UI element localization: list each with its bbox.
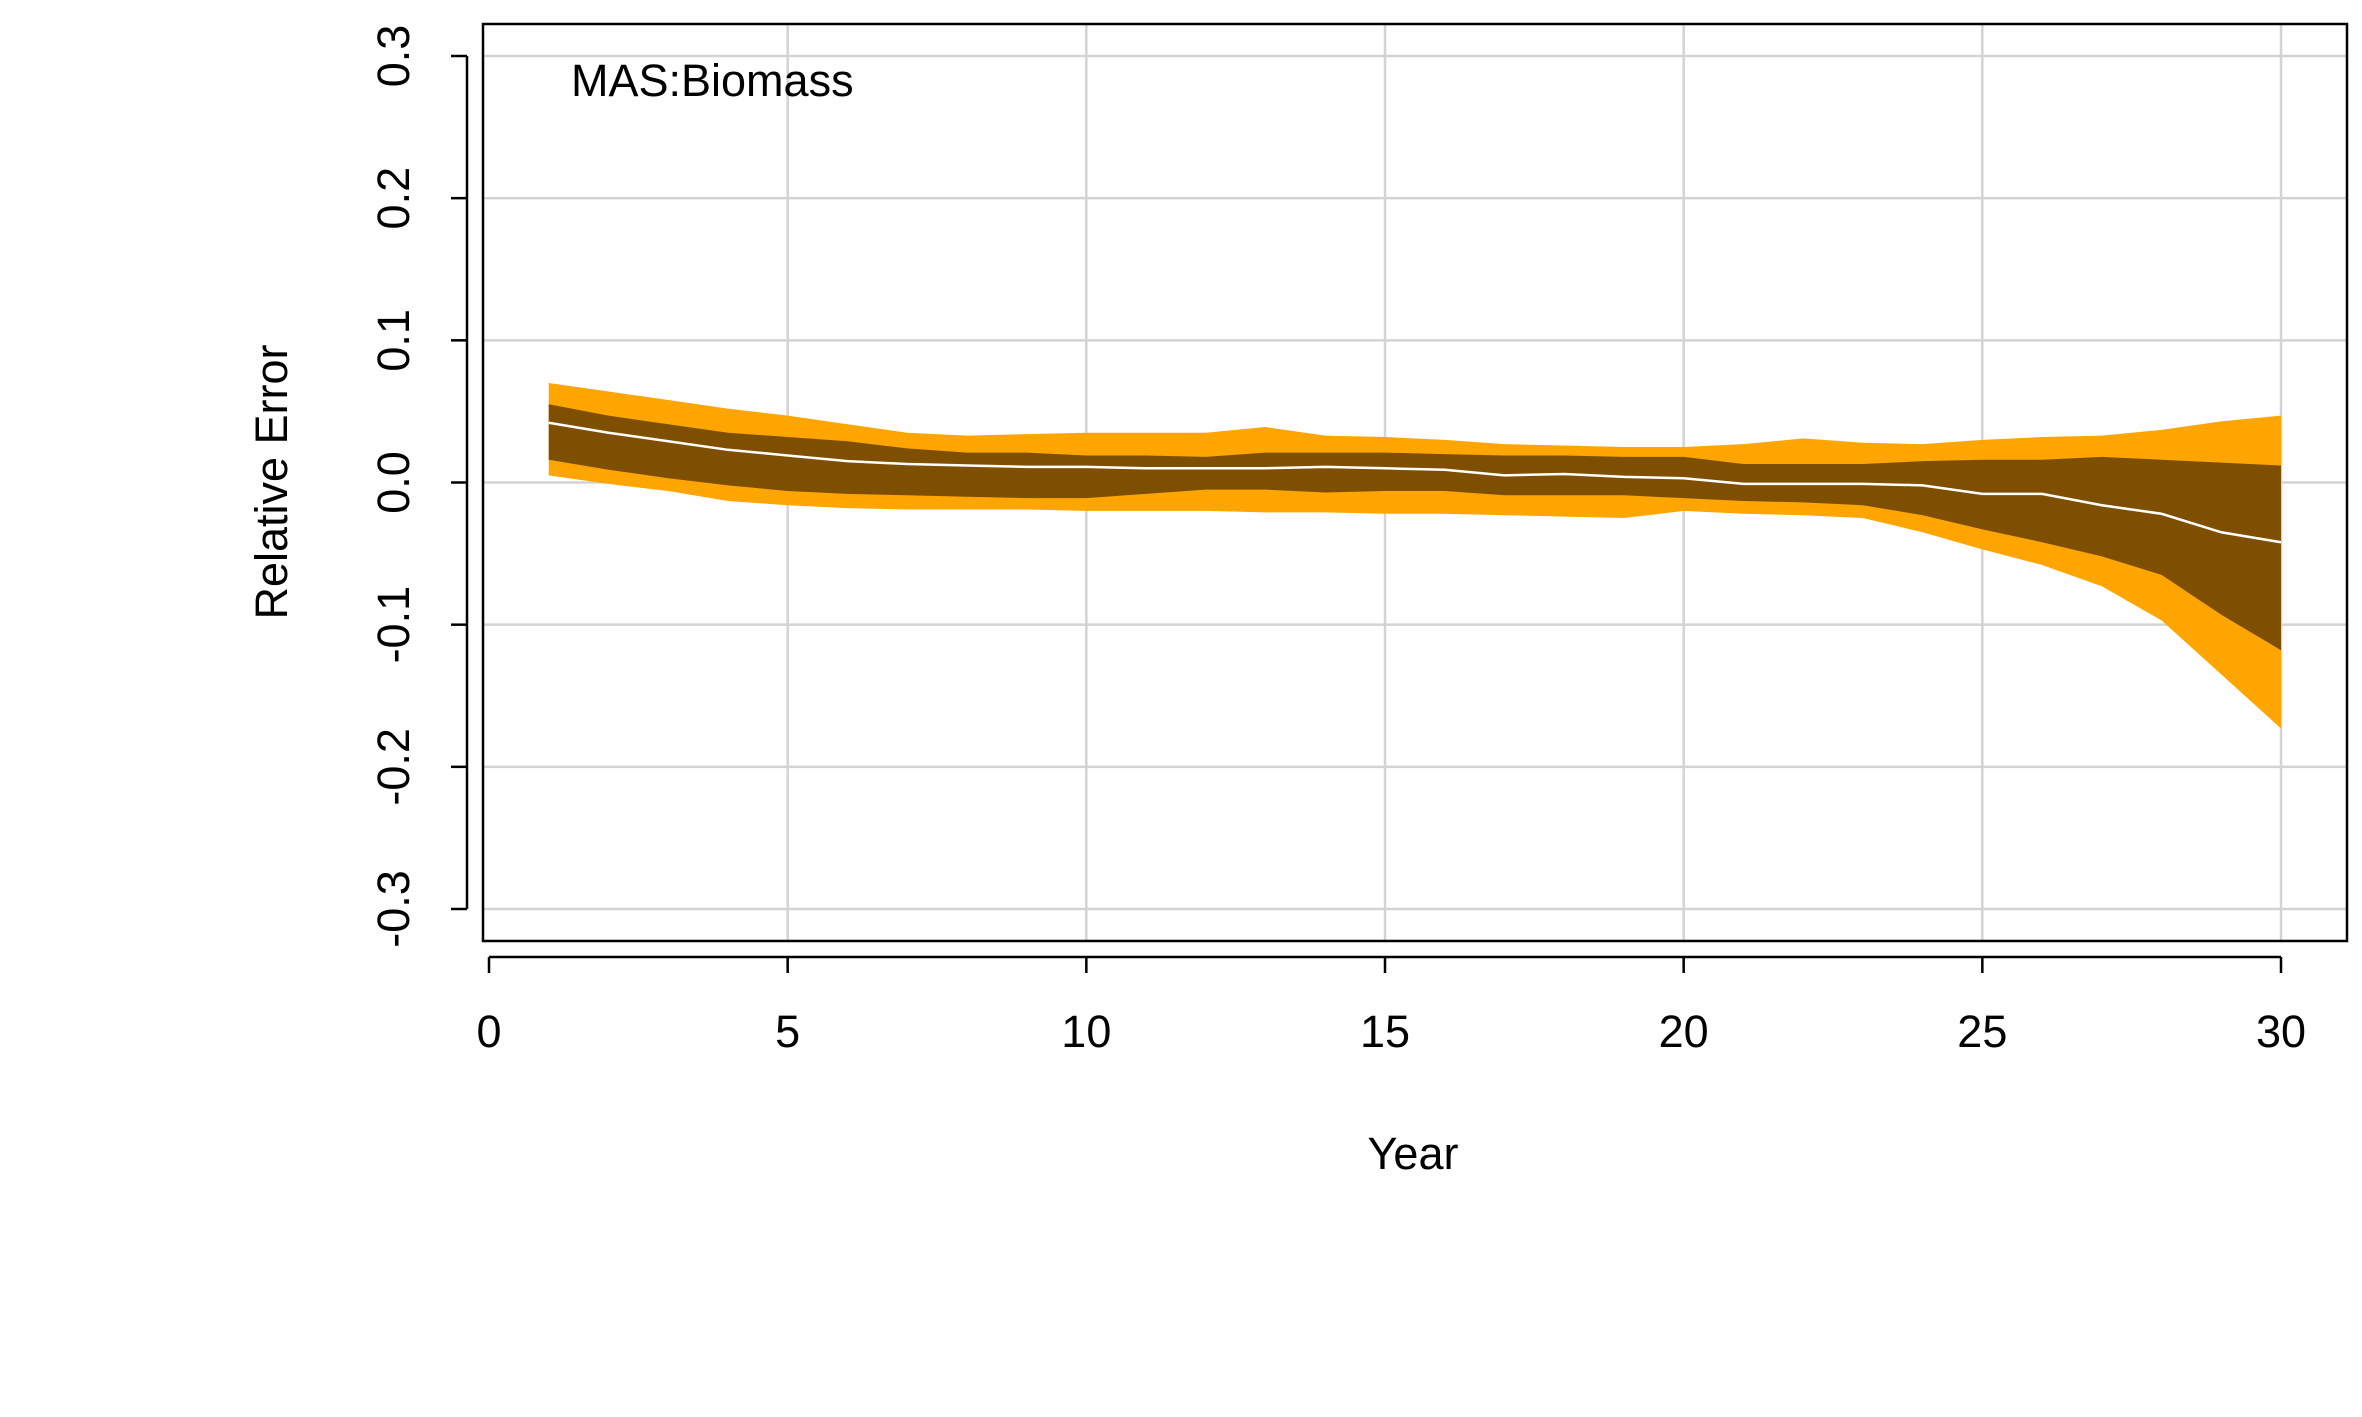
x-tick-label: 30 (2256, 1006, 2306, 1057)
x-tick-label: 15 (1360, 1006, 1410, 1057)
y-tick-label: 0.2 (368, 167, 419, 230)
x-axis-title: Year (1368, 1128, 1459, 1179)
x-tick-label: 25 (1957, 1006, 2007, 1057)
chart-annotation: MAS:Biomass (571, 55, 854, 106)
bands (548, 382, 2282, 729)
median-line (548, 421, 2282, 544)
y-axis-title: Relative Error (246, 344, 297, 619)
y-tick-label: 0.0 (368, 451, 419, 514)
x-tick-label: 0 (476, 1006, 501, 1057)
y-tick-label: -0.3 (368, 870, 419, 948)
y-tick-label: 0.3 (368, 25, 419, 88)
y-tick-label: -0.1 (368, 586, 419, 664)
y-tick-label: -0.2 (368, 728, 419, 806)
x-tick-label: 5 (775, 1006, 800, 1057)
plot-frame (481, 22, 2349, 943)
x-tick-label: 10 (1061, 1006, 1111, 1057)
y-tick-label: 0.1 (368, 309, 419, 372)
y-axis: -0.3 -0.2 -0.1 0.0 0.1 0.2 0.3 (368, 25, 469, 948)
x-axis: 0 5 10 15 20 25 30 (476, 955, 2306, 1057)
x-tick-label: 20 (1659, 1006, 1709, 1057)
